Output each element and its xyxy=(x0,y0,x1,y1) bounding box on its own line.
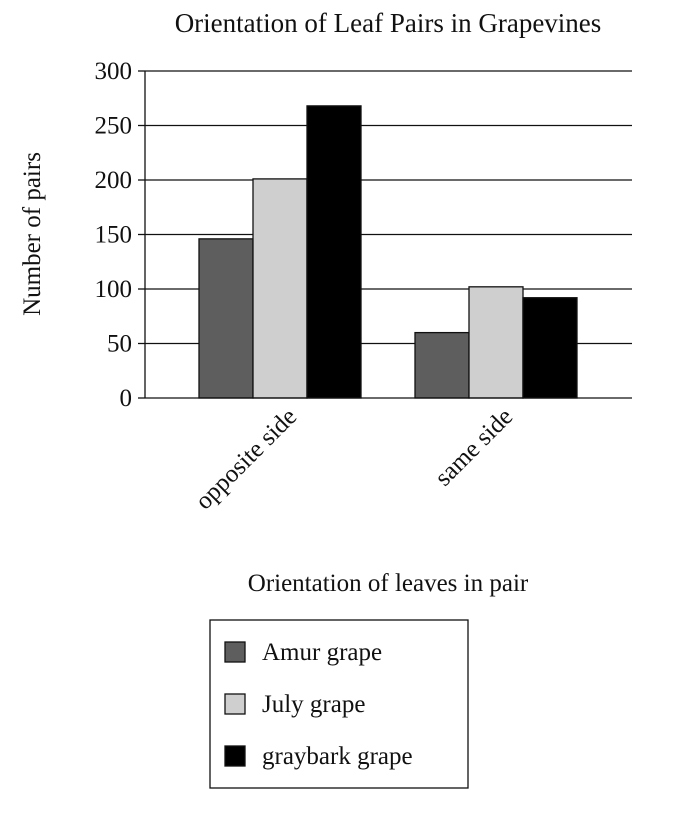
y-tick-label: 150 xyxy=(95,222,133,249)
y-tick-label: 250 xyxy=(95,113,133,140)
legend: Amur grape July grape graybark grape xyxy=(209,619,469,789)
bar-amur-grape-opposite-side xyxy=(198,238,254,399)
legend-swatch-graybark-grape xyxy=(224,745,246,767)
axes: 0 50 100 150 200 250 300 opposite side same side xyxy=(95,58,632,515)
bar-july-grape-same-side xyxy=(468,286,524,399)
bar-graybark-grape-same-side xyxy=(522,297,578,399)
y-tick-label: 300 xyxy=(95,58,133,85)
legend-label: Amur grape xyxy=(262,639,382,666)
y-tick-label: 100 xyxy=(95,276,133,303)
legend-swatch-july-grape xyxy=(224,693,246,715)
chart-title: Orientation of Leaf Pairs in Grapevines xyxy=(175,8,602,38)
bar-amur-grape-same-side xyxy=(414,331,470,399)
x-axis-label: Orientation of leaves in pair xyxy=(248,570,529,597)
legend-box xyxy=(209,619,469,789)
y-tick-label: 200 xyxy=(95,167,133,194)
bars xyxy=(198,105,578,399)
y-tick-label: 50 xyxy=(107,331,132,358)
bar-graybark-grape-opposite-side xyxy=(306,105,362,399)
x-tick-label: same side xyxy=(430,403,518,491)
legend-label: graybark grape xyxy=(262,743,413,770)
y-axis-label: Number of pairs xyxy=(19,152,46,316)
y-tick-label: 0 xyxy=(120,385,133,412)
bar-july-grape-opposite-side xyxy=(252,178,308,399)
legend-label: July grape xyxy=(262,691,365,718)
legend-swatch-amur-grape xyxy=(224,641,246,663)
x-tick-label: opposite side xyxy=(190,403,302,515)
